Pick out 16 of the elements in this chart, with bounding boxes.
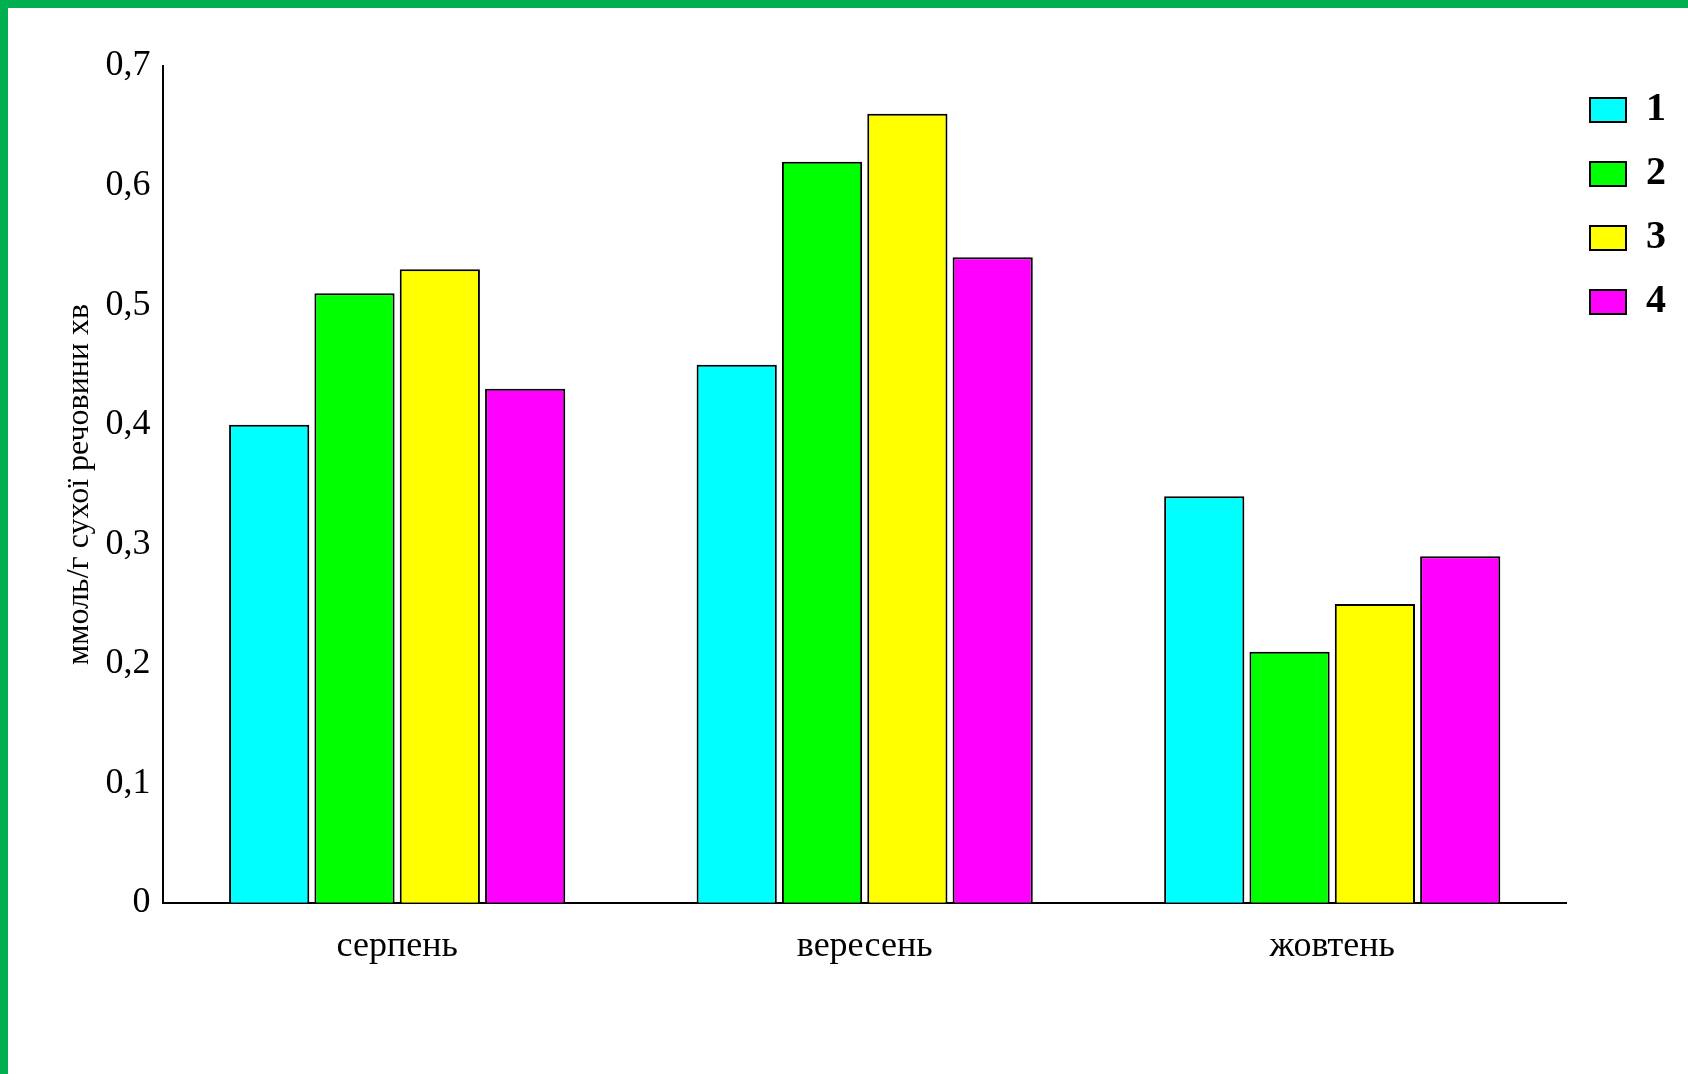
y-tick-label: 0,7 xyxy=(105,43,151,84)
y-tick-label: 0,1 xyxy=(105,760,151,801)
legend-label: 2 xyxy=(1646,148,1666,194)
legend-label: 1 xyxy=(1646,84,1666,130)
y-tick-label: 0,4 xyxy=(105,402,151,443)
x-tick-label: жовтень xyxy=(1268,923,1395,964)
y-tick-label: 0,6 xyxy=(105,163,151,203)
legend-label: 4 xyxy=(1646,276,1666,322)
y-axis-title: ммоль/г сухої речовини хв xyxy=(58,303,95,665)
y-tick-label: 0,2 xyxy=(105,641,151,682)
y-tick-label: 0 xyxy=(132,880,151,921)
x-tick-label: вересень xyxy=(796,923,933,964)
y-tick-label: 0,3 xyxy=(105,521,151,562)
x-tick-label: серпень xyxy=(336,923,458,964)
legend-label: 3 xyxy=(1646,212,1666,258)
y-tick-label: 0,5 xyxy=(105,282,151,323)
